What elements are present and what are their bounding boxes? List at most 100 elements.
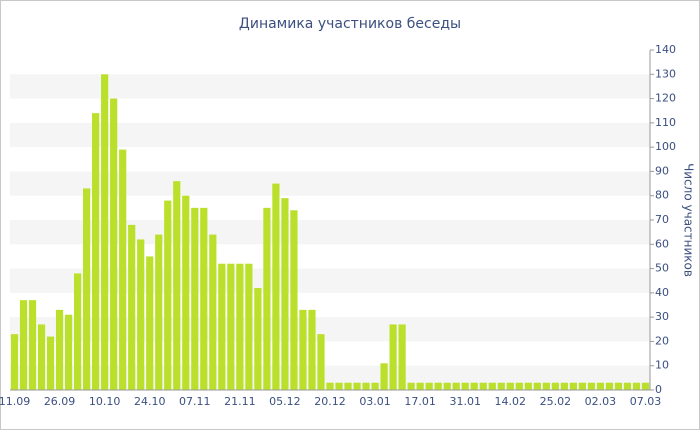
chart-title: Динамика участников беседы bbox=[239, 16, 461, 32]
bar bbox=[64, 314, 73, 390]
bar bbox=[506, 382, 514, 390]
bar bbox=[605, 382, 614, 390]
bar bbox=[551, 382, 559, 390]
x-tick-label: 11.09 bbox=[0, 395, 30, 408]
x-tick-label: 31.01 bbox=[449, 395, 481, 408]
bar bbox=[92, 113, 100, 391]
bar bbox=[425, 382, 433, 390]
y-tick-label: 0 bbox=[655, 383, 662, 396]
x-tick-label: 20.12 bbox=[314, 395, 346, 408]
y-axis-label: Число участников bbox=[682, 163, 696, 277]
y-tick-label: 80 bbox=[655, 189, 669, 202]
x-tick-label: 07.03 bbox=[630, 395, 662, 408]
bar bbox=[632, 382, 641, 390]
bar bbox=[614, 382, 623, 390]
y-tick-label: 100 bbox=[655, 140, 676, 153]
bar bbox=[128, 224, 136, 390]
bar bbox=[560, 382, 568, 390]
grid-band bbox=[10, 74, 650, 99]
bar bbox=[263, 207, 271, 390]
x-tick-label: 02.03 bbox=[585, 395, 617, 408]
bar bbox=[173, 181, 181, 390]
bar bbox=[155, 234, 163, 390]
bar bbox=[497, 382, 505, 390]
y-tick-label: 50 bbox=[655, 262, 669, 275]
y-tick-label: 70 bbox=[655, 213, 669, 226]
bar bbox=[470, 382, 478, 390]
bar bbox=[74, 273, 82, 390]
bar bbox=[488, 382, 496, 390]
bar bbox=[272, 183, 280, 390]
bar bbox=[569, 382, 577, 390]
bar bbox=[362, 382, 370, 390]
bar bbox=[434, 382, 442, 390]
bar bbox=[281, 198, 289, 390]
bar bbox=[587, 382, 596, 390]
bar bbox=[191, 207, 199, 390]
y-tick-label: 90 bbox=[655, 164, 669, 177]
bar bbox=[227, 263, 235, 390]
bar bbox=[371, 382, 379, 390]
bar bbox=[353, 382, 361, 390]
bar bbox=[308, 309, 316, 390]
y-tick-label: 60 bbox=[655, 237, 669, 250]
y-tick-label: 140 bbox=[655, 43, 676, 56]
x-tick-label: 10.10 bbox=[89, 395, 121, 408]
bar bbox=[137, 239, 145, 390]
bar bbox=[46, 336, 55, 390]
bar bbox=[452, 382, 460, 390]
x-tick-label: 17.01 bbox=[404, 395, 436, 408]
y-tick-label: 130 bbox=[655, 67, 676, 80]
bar bbox=[515, 382, 523, 390]
bar bbox=[317, 334, 325, 390]
bar bbox=[326, 382, 334, 390]
bar bbox=[119, 149, 127, 390]
bar bbox=[182, 195, 190, 390]
bar bbox=[542, 382, 550, 390]
bar bbox=[479, 382, 487, 390]
bar bbox=[407, 382, 415, 390]
bar bbox=[254, 288, 262, 390]
bar bbox=[443, 382, 451, 390]
x-tick-label: 24.10 bbox=[134, 395, 166, 408]
x-tick-label: 26.09 bbox=[44, 395, 76, 408]
bar bbox=[398, 324, 406, 390]
bar bbox=[335, 382, 343, 390]
bar bbox=[533, 382, 541, 390]
bar bbox=[299, 309, 307, 390]
x-tick-label: 14.02 bbox=[495, 395, 527, 408]
bar bbox=[641, 382, 650, 390]
bar bbox=[37, 324, 46, 390]
bar bbox=[416, 382, 424, 390]
bar bbox=[344, 382, 352, 390]
bar bbox=[290, 210, 298, 390]
bar bbox=[245, 263, 253, 390]
x-tick-label: 25.02 bbox=[540, 395, 572, 408]
bar bbox=[101, 74, 109, 391]
bar bbox=[28, 300, 37, 390]
bar bbox=[164, 200, 172, 390]
bar bbox=[200, 207, 208, 390]
bar bbox=[623, 382, 632, 390]
bar bbox=[524, 382, 532, 390]
y-tick-label: 10 bbox=[655, 359, 669, 372]
bar bbox=[146, 256, 154, 390]
y-tick-label: 30 bbox=[655, 310, 669, 323]
x-tick-label: 21.11 bbox=[224, 395, 256, 408]
bar bbox=[389, 324, 397, 390]
bar bbox=[461, 382, 469, 390]
x-tick-label: 03.01 bbox=[359, 395, 391, 408]
y-tick-label: 20 bbox=[655, 334, 669, 347]
bar bbox=[209, 234, 217, 390]
bar bbox=[110, 98, 118, 391]
y-tick-label: 110 bbox=[655, 116, 676, 129]
bar bbox=[55, 309, 64, 390]
y-tick-label: 40 bbox=[655, 286, 669, 299]
x-tick-label: 05.12 bbox=[269, 395, 301, 408]
bar bbox=[19, 300, 28, 390]
bar bbox=[218, 263, 226, 390]
bar bbox=[83, 188, 91, 390]
bar bbox=[380, 363, 388, 390]
bar bbox=[578, 382, 586, 390]
